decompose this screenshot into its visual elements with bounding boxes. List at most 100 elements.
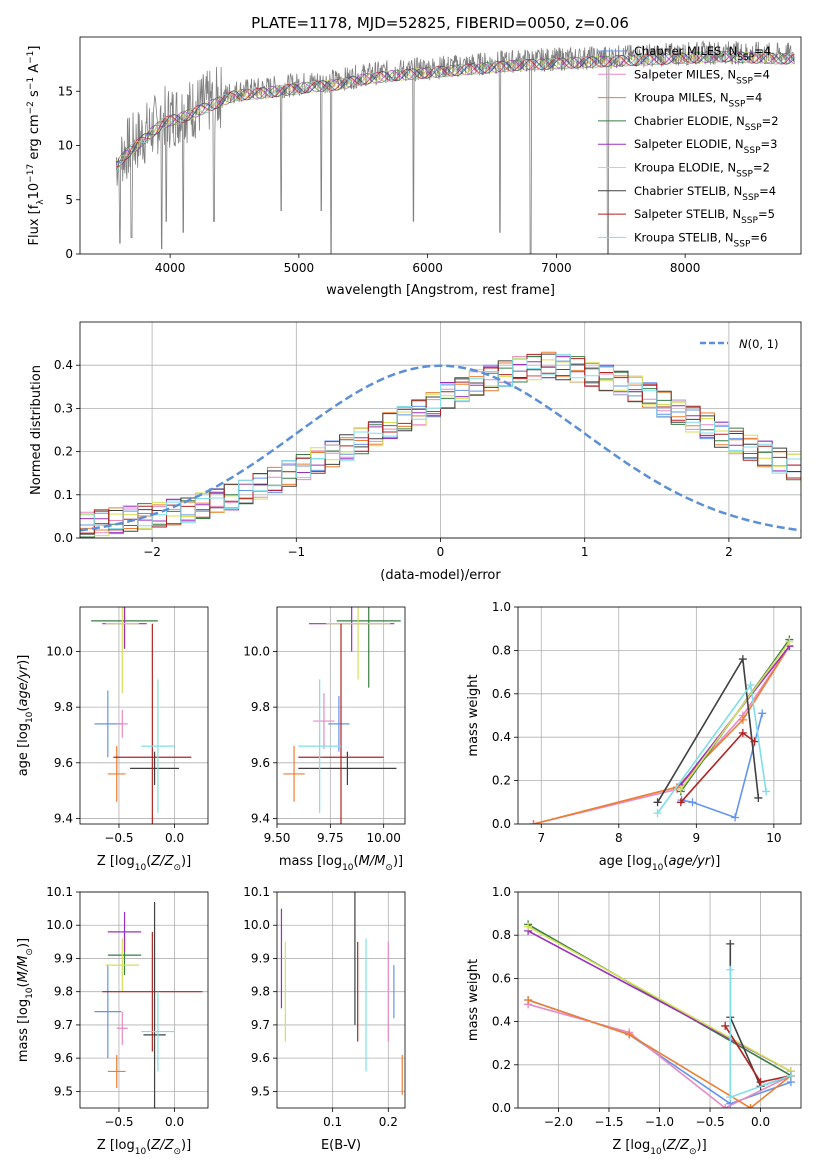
- x-tick-label: 4000: [155, 261, 186, 275]
- y-axis-label: mass weight: [466, 674, 481, 756]
- axes-frame: [517, 606, 802, 825]
- plot-area: [115, 40, 795, 254]
- mass-vs-metallicity-panel: −0.5 0.0 9.5 9.6 9.7 9.8 9.9 10.0 10.1 Z [log10(Z…: [16, 885, 209, 1157]
- y-tick-label: 0.0: [492, 1101, 511, 1115]
- y-tick-label: 9.9: [54, 951, 73, 965]
- plot-area: [524, 920, 795, 1108]
- y-tick-label: 0.0: [54, 531, 73, 545]
- y-tick-label: 0.0: [492, 817, 511, 831]
- legend-entry: Chabrier ELODIE, NSSP=2: [634, 114, 779, 133]
- y-tick-label: 0.4: [492, 730, 511, 744]
- x-tick-label: 0.0: [751, 1115, 770, 1129]
- y-tick-label: 0.2: [54, 445, 73, 459]
- weight-marker: [731, 813, 740, 822]
- legend-entry: Kroupa MILES, NSSP=4: [634, 91, 762, 110]
- x-tick-label: 2: [725, 545, 733, 559]
- weight-marker: [738, 655, 747, 664]
- x-tick-label: 0.2: [379, 1115, 398, 1129]
- x-tick-label: 7: [537, 831, 545, 845]
- legend-entry: Salpeter MILES, NSSP=4: [634, 67, 770, 86]
- x-tick-label: 6000: [412, 261, 443, 275]
- x-axis-label: wavelength [Angstrom, rest frame]: [326, 283, 555, 298]
- plot-area: [280, 892, 403, 1095]
- x-tick-label: −0.5: [695, 1115, 724, 1129]
- y-tick-label: 10.0: [46, 918, 73, 932]
- weight-marker: [625, 1030, 634, 1039]
- x-tick-label: 1: [581, 545, 589, 559]
- y-tick-label: 9.5: [54, 1084, 73, 1098]
- age-vs-metallicity-panel: −0.5 0.0 9.4 9.6 9.8 10.0 Z [log10(Z/Z⊙)] age […: [16, 606, 209, 873]
- residual-histogram-panel: −2 −1 0 1 2 0.0 0.1 0.2 0.3 0.4 (data-model)/error…: [29, 321, 802, 583]
- weight-marker: [721, 1021, 730, 1030]
- y-tick-label: 10.0: [243, 918, 270, 932]
- y-tick-label: 9.6: [54, 756, 73, 770]
- weight-line: [527, 1003, 792, 1108]
- model-spectrum: [115, 51, 795, 172]
- x-tick-label: 9: [693, 831, 701, 845]
- legend-entry: Salpeter ELODIE, NSSP=3: [634, 137, 777, 156]
- x-tick-label: 10.00: [366, 831, 400, 845]
- weight-marker: [786, 1071, 795, 1080]
- x-tick-label: 0.0: [165, 831, 184, 845]
- model-spectrum: [115, 51, 795, 163]
- y-tick-label: 9.4: [251, 811, 270, 825]
- x-tick-label: 0.1: [323, 1115, 342, 1129]
- x-axis-label: Z [log10(Z/Z⊙)]: [612, 1138, 706, 1157]
- mass-weight-vs-age-panel: 7 8 9 10 0.0 0.2 0.4 0.6 0.8 1.0 age [log10(age/yr…: [466, 600, 802, 873]
- x-tick-label: 0.0: [165, 1115, 184, 1129]
- y-tick-label: 0.4: [492, 1015, 511, 1029]
- y-tick-label: 0.2: [492, 1058, 511, 1072]
- histogram-steps: [80, 353, 801, 530]
- histogram-steps: [80, 351, 801, 531]
- y-tick-label: 0.3: [54, 401, 73, 415]
- y-tick-label: 9.8: [54, 985, 73, 999]
- x-axis-label: (data-model)/error: [380, 568, 501, 583]
- weight-marker: [721, 1104, 730, 1108]
- legend-entry: Chabrier STELIB, NSSP=4: [634, 184, 776, 203]
- model-spectrum: [116, 51, 795, 169]
- weight-marker: [676, 798, 685, 807]
- y-axis-label: Normed distribution: [29, 365, 44, 495]
- weight-marker: [758, 709, 767, 718]
- mass-weight-vs-metallicity-panel: −2.0 −1.5 −1.0 −0.5 0.0 0.0 0.2 0.4 0.6 0.8 1.0 Z […: [466, 885, 802, 1157]
- weight-marker: [756, 1078, 765, 1087]
- model-spectrum: [115, 51, 795, 172]
- y-tick-label: 9.6: [54, 1051, 73, 1065]
- weight-line: [533, 645, 791, 824]
- x-tick-label: 10: [766, 831, 781, 845]
- y-tick-label: 9.7: [54, 1018, 73, 1032]
- y-tick-label: 0.2: [492, 774, 511, 788]
- y-tick-label: 15: [58, 84, 73, 98]
- weight-marker: [746, 1104, 755, 1108]
- weight-marker: [738, 728, 747, 737]
- legend-entry: Kroupa STELIB, NSSP=6: [634, 230, 767, 249]
- plot-area: [80, 351, 801, 538]
- y-tick-label: 10.1: [243, 885, 270, 899]
- weight-marker: [653, 809, 662, 818]
- plot-area: [91, 607, 192, 824]
- weight-marker: [676, 785, 685, 794]
- y-tick-label: 9.8: [54, 700, 73, 714]
- y-tick-label: 9.8: [251, 700, 270, 714]
- axes-frame: [79, 891, 209, 1109]
- weight-marker: [750, 737, 759, 746]
- x-tick-label: −0.5: [104, 1115, 133, 1129]
- weight-marker: [738, 715, 747, 724]
- weight-marker: [688, 798, 697, 807]
- weight-marker: [726, 965, 735, 974]
- axes-frame: [517, 891, 802, 1109]
- weight-marker: [524, 996, 533, 1004]
- y-tick-label: 0.8: [492, 643, 511, 657]
- x-axis-label: age [log10(age/yr)]: [599, 854, 721, 873]
- weight-marker: [785, 637, 794, 646]
- x-axis-label: mass [log10(M/M⊙)]: [279, 854, 403, 873]
- y-tick-label: 0.6: [492, 971, 511, 985]
- y-tick-label: 9.5: [251, 1084, 270, 1098]
- mass-vs-extinction-panel: 0.1 0.2 9.5 9.6 9.7 9.8 9.9 10.0 10.1 E(B-V): [243, 885, 406, 1153]
- model-spectrum: [115, 50, 795, 166]
- y-axis-label: mass weight: [466, 959, 481, 1041]
- y-tick-label: 0.1: [54, 488, 73, 502]
- y-axis-label: Flux [fλ10−17 erg cm−2 s−1 A−1]: [26, 46, 46, 246]
- y-tick-label: 9.6: [251, 1051, 270, 1065]
